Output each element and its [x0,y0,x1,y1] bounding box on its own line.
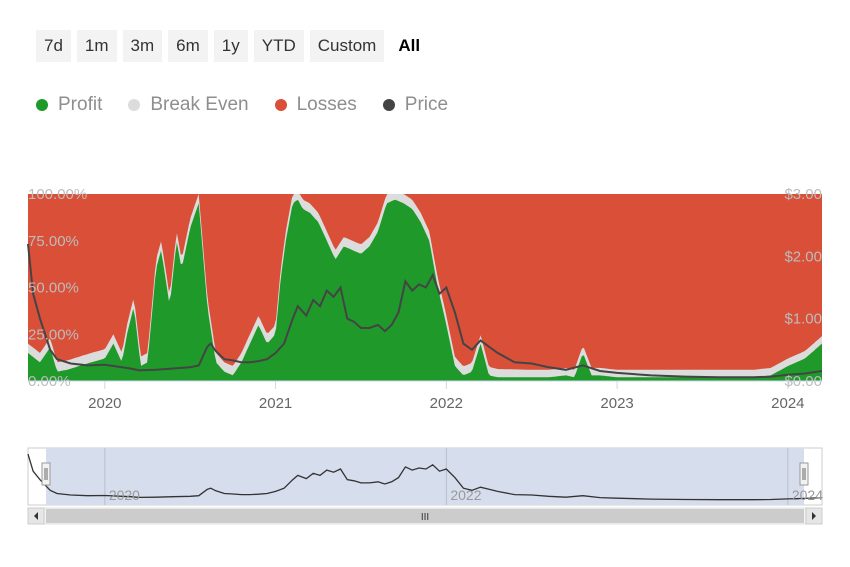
main-plot: 0.00%25.00%50.00%75.00%100.00%$0.00$1.00… [27,186,823,412]
navigator-tick-label: 2020 [109,487,140,503]
arrow-right-icon [812,512,816,520]
legend-marker-icon [36,99,48,111]
range-button-ytd[interactable]: YTD [253,30,304,62]
legend-marker-icon [128,99,141,111]
navigator-selection [46,448,804,505]
y-right-tick-label: $1.00 [784,311,822,328]
y-right-tick-label: $3.00 [784,186,822,203]
profit-area [28,199,822,381]
x-tick-label: 2022 [430,395,463,412]
price-line [27,243,823,379]
legend-marker-icon [274,99,287,111]
range-button-6m[interactable]: 6m [168,30,208,62]
navigator: 2020 2022 2024 III [27,447,823,525]
range-button-1y[interactable]: 1y [213,30,248,62]
legend-item-price[interactable]: Price [382,94,449,116]
navigator-price-line [27,453,823,501]
x-tick-label: 2021 [259,395,292,412]
y-left-tick-label: 50.00% [28,280,79,297]
chart-legend: Profit Break Even Losses Price [36,94,448,116]
legend-item-losses[interactable]: Losses [274,94,357,116]
navigator-left-handle[interactable] [41,462,51,486]
y-left-tick-label: 75.00% [28,233,79,250]
y-left-tick-label: 25.00% [28,326,79,343]
legend-item-profit[interactable]: Profit [36,94,102,116]
range-button-3m[interactable]: 3m [122,30,163,62]
y-left-tick-label: 100.00% [28,186,87,203]
legend-label: Price [404,94,449,115]
range-selector: 7d 1m 3m 6m 1y YTD Custom All [36,30,428,62]
legend-label: Break Even [150,94,249,115]
range-button-7d[interactable]: 7d [36,30,71,62]
scrollbar-grip-icon: III [421,512,429,523]
x-tick-label: 2024 [771,395,804,412]
legend-label: Losses [296,94,357,115]
x-tick-label: 2020 [88,395,121,412]
range-button-all[interactable]: All [390,30,428,62]
scrollbar-thumb[interactable] [46,509,804,523]
legend-label: Profit [58,94,103,115]
x-tick-label: 2023 [600,395,633,412]
navigator-tick-label: 2022 [450,487,481,503]
arrow-left-icon [34,512,38,520]
navigator-tick-label: 2024 [792,487,823,503]
navigator-right-handle[interactable] [799,462,809,486]
legend-marker-icon [382,99,395,111]
legend-item-break-even[interactable]: Break Even [128,94,249,116]
range-button-1m[interactable]: 1m [76,30,117,62]
y-right-tick-label: $2.00 [784,248,822,265]
range-button-custom[interactable]: Custom [309,30,385,62]
